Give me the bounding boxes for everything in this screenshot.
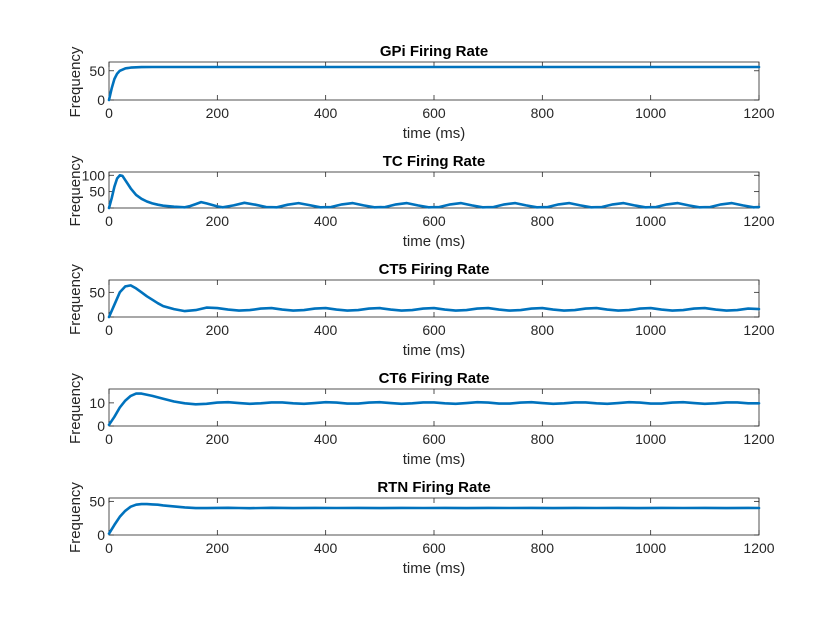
x-axis-label-ct5: time (ms) <box>403 342 466 359</box>
x-tick-label: 200 <box>206 322 230 338</box>
x-tick-label: 600 <box>422 540 446 556</box>
chart-title-rtn: RTN Firing Rate <box>377 479 490 496</box>
chart-title-gpi: GPi Firing Rate <box>380 43 488 60</box>
x-tick-label: 200 <box>206 213 230 229</box>
x-tick-label: 1000 <box>635 322 666 338</box>
y-axis-label-rtn: Frequency <box>67 482 84 553</box>
x-tick-label: 0 <box>105 322 113 338</box>
x-tick-label: 800 <box>531 431 555 447</box>
y-tick-label: 50 <box>89 63 105 79</box>
axes-box-ct5 <box>108 279 760 318</box>
x-tick-label: 800 <box>531 105 555 121</box>
y-axis-label-gpi: Frequency <box>67 46 84 117</box>
x-tick-label: 1000 <box>635 213 666 229</box>
axes-box-rtn <box>108 497 760 536</box>
y-tick-label: 10 <box>89 395 105 411</box>
x-tick-label: 1000 <box>635 105 666 121</box>
x-tick-label: 200 <box>206 431 230 447</box>
x-tick-label: 400 <box>314 105 338 121</box>
y-tick-label: 100 <box>82 167 106 183</box>
series-line-rtn <box>107 502 761 535</box>
x-tick-label: 400 <box>314 213 338 229</box>
y-tick-label: 0 <box>97 92 105 108</box>
y-axis-label-ct6: Frequency <box>67 373 84 444</box>
y-tick-label: 50 <box>89 284 105 300</box>
y-tick-label: 50 <box>89 184 105 200</box>
y-axis-label-tc: Frequency <box>67 155 84 226</box>
y-tick-label: 0 <box>97 527 105 543</box>
x-tick-label: 600 <box>422 213 446 229</box>
x-tick-label: 800 <box>531 213 555 229</box>
x-axis-label-tc: time (ms) <box>403 233 466 250</box>
x-tick-label: 200 <box>206 540 230 556</box>
y-tick-label: 0 <box>97 418 105 434</box>
subplot-rtn: 0 200 400 600 800 1000 1200 0 50 RTN Firing Rate t… <box>67 479 775 577</box>
y-axis-label-ct5: Frequency <box>67 264 84 335</box>
x-tick-label: 200 <box>206 105 230 121</box>
x-tick-label: 600 <box>422 322 446 338</box>
x-tick-label: 1000 <box>635 431 666 447</box>
series-line-ct6 <box>107 392 761 427</box>
x-axis-label-rtn: time (ms) <box>403 560 466 577</box>
series-line-gpi <box>107 65 761 102</box>
x-tick-label: 800 <box>531 322 555 338</box>
x-tick-label: 1000 <box>635 540 666 556</box>
x-tick-label: 1200 <box>743 431 774 447</box>
x-tick-label: 800 <box>531 540 555 556</box>
x-tick-label: 400 <box>314 431 338 447</box>
chart-title-tc: TC Firing Rate <box>383 153 486 170</box>
x-tick-label: 1200 <box>743 213 774 229</box>
x-tick-label: 0 <box>105 431 113 447</box>
x-tick-label: 400 <box>314 540 338 556</box>
x-axis-label-gpi: time (ms) <box>403 125 466 142</box>
x-tick-label: 1200 <box>743 105 774 121</box>
chart-title-ct6: CT6 Firing Rate <box>379 370 490 387</box>
y-tick-label: 0 <box>97 200 105 216</box>
x-axis-label-ct6: time (ms) <box>403 451 466 468</box>
x-tick-label: 400 <box>314 322 338 338</box>
chart-title-ct5: CT5 Firing Rate <box>379 261 490 278</box>
axes-box-ct6 <box>108 388 760 427</box>
series-line-ct5 <box>107 284 761 319</box>
x-tick-label: 1200 <box>743 322 774 338</box>
series-line-tc <box>107 174 761 210</box>
x-tick-label: 1200 <box>743 540 774 556</box>
x-tick-label: 600 <box>422 431 446 447</box>
subplot-gpi: 0 200 400 600 800 1000 1200 0 50 GPi Firing Rate t… <box>67 43 775 142</box>
x-tick-label: 0 <box>105 540 113 556</box>
y-tick-label: 50 <box>89 493 105 509</box>
y-tick-label: 0 <box>97 309 105 325</box>
subplot-ct6: 0 200 400 600 800 1000 1200 0 10 CT6 Firing Rate t… <box>67 370 775 468</box>
x-tick-label: 0 <box>105 213 113 229</box>
x-tick-label: 0 <box>105 105 113 121</box>
x-tick-label: 600 <box>422 105 446 121</box>
subplot-ct5: 0 200 400 600 800 1000 1200 0 50 CT5 Firing Rate t… <box>67 261 775 359</box>
